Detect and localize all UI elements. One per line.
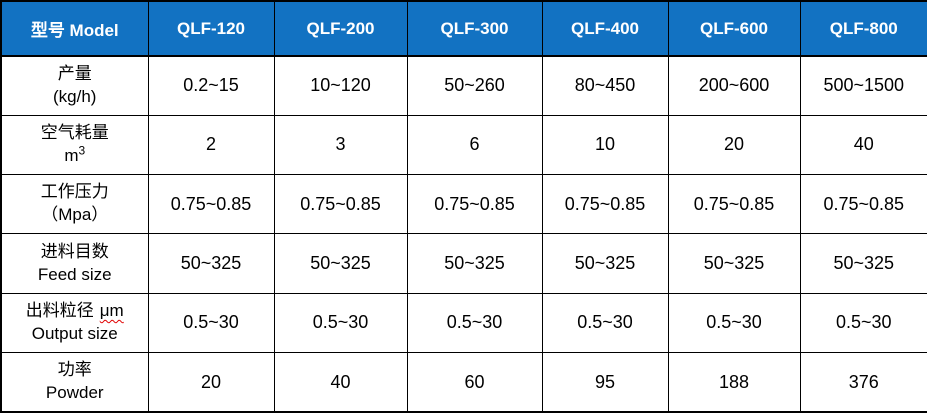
- data-cell: 0.75~0.85: [273, 174, 408, 235]
- row-label-output-size: 出料粒径 μm Output size: [0, 292, 149, 354]
- table-row-air-consumption: 空气耗量 m3 2 3 6 10 20 40: [0, 114, 927, 176]
- header-cell-qlf200: QLF-200: [273, 0, 408, 57]
- data-cell: 50~325: [273, 233, 408, 294]
- data-cell: 40: [273, 352, 408, 413]
- header-cell-qlf400: QLF-400: [541, 0, 669, 57]
- data-cell: 40: [799, 114, 927, 176]
- data-cell: 0.75~0.85: [799, 174, 927, 235]
- data-cell: 20: [147, 352, 275, 413]
- data-cell: 0.5~30: [541, 292, 669, 354]
- data-cell: 3: [273, 114, 408, 176]
- header-cell-qlf600: QLF-600: [667, 0, 801, 57]
- data-cell: 0.5~30: [667, 292, 801, 354]
- data-cell: 95: [541, 352, 669, 413]
- row-label-line2: Powder: [45, 383, 104, 403]
- data-cell: 10~120: [273, 55, 408, 116]
- header-cell-qlf800: QLF-800: [799, 0, 927, 57]
- row-label-line2: （Mpa）: [41, 205, 109, 225]
- data-cell: 6: [406, 114, 543, 176]
- data-cell: 0.75~0.85: [147, 174, 275, 235]
- data-cell: 50~325: [147, 233, 275, 294]
- data-cell: 50~325: [799, 233, 927, 294]
- row-label-line1: 工作压力: [40, 182, 109, 202]
- row-label-line2: Output size: [31, 323, 118, 343]
- row-label-air-consumption: 空气耗量 m3: [0, 114, 149, 176]
- row-label-capacity: 产量 (kg/h): [0, 55, 149, 116]
- data-cell: 0.5~30: [147, 292, 275, 354]
- data-cell: 10: [541, 114, 669, 176]
- data-cell: 0.2~15: [147, 55, 275, 116]
- data-cell: 188: [667, 352, 801, 413]
- header-cell-qlf300: QLF-300: [406, 0, 543, 57]
- row-label-line1: 功率: [57, 360, 92, 380]
- data-cell: 50~325: [667, 233, 801, 294]
- table-row-working-pressure: 工作压力 （Mpa） 0.75~0.85 0.75~0.85 0.75~0.85…: [0, 174, 927, 235]
- data-cell: 50~325: [406, 233, 543, 294]
- data-cell: 0.75~0.85: [667, 174, 801, 235]
- data-cell: 0.5~30: [406, 292, 543, 354]
- row-label-line1: 进料目数: [40, 241, 109, 261]
- data-cell: 2: [147, 114, 275, 176]
- data-cell: 80~450: [541, 55, 669, 116]
- header-cell-model: 型号 Model: [0, 0, 149, 57]
- data-cell: 50~260: [406, 55, 543, 116]
- row-label-line2: Feed size: [37, 264, 112, 284]
- table-row-output-size: 出料粒径 μm Output size 0.5~30 0.5~30 0.5~30 …: [0, 292, 927, 354]
- row-label-line1: 空气耗量: [40, 123, 109, 143]
- row-label-power: 功率 Powder: [0, 352, 149, 413]
- table-row-capacity: 产量 (kg/h) 0.2~15 10~120 50~260 80~450 20…: [0, 55, 927, 116]
- data-cell: 0.5~30: [799, 292, 927, 354]
- data-cell: 20: [667, 114, 801, 176]
- table-row-feed-size: 进料目数 Feed size 50~325 50~325 50~325 50~3…: [0, 233, 927, 294]
- row-label-line2: (kg/h): [53, 86, 97, 106]
- data-cell: 0.5~30: [273, 292, 408, 354]
- superscript: 3: [78, 143, 86, 158]
- data-cell: 0.75~0.85: [406, 174, 543, 235]
- data-cell: 500~1500: [799, 55, 927, 116]
- row-label-line2: m3: [64, 143, 86, 165]
- misspelled-unit-text: μm: [99, 301, 124, 321]
- data-cell: 60: [406, 352, 543, 413]
- row-label-working-pressure: 工作压力 （Mpa）: [0, 174, 149, 235]
- data-cell: 200~600: [667, 55, 801, 116]
- table-header-row: 型号 Model QLF-120 QLF-200 QLF-300 QLF-400…: [0, 0, 927, 57]
- row-label-feed-size: 进料目数 Feed size: [0, 233, 149, 294]
- data-cell: 0.75~0.85: [541, 174, 669, 235]
- data-cell: 376: [799, 352, 927, 413]
- row-label-line1: 出料粒径 μm: [25, 301, 124, 321]
- header-cell-qlf120: QLF-120: [147, 0, 275, 57]
- data-cell: 50~325: [541, 233, 669, 294]
- row-label-line1: 产量: [57, 63, 92, 83]
- table-row-power: 功率 Powder 20 40 60 95 188 376: [0, 352, 927, 413]
